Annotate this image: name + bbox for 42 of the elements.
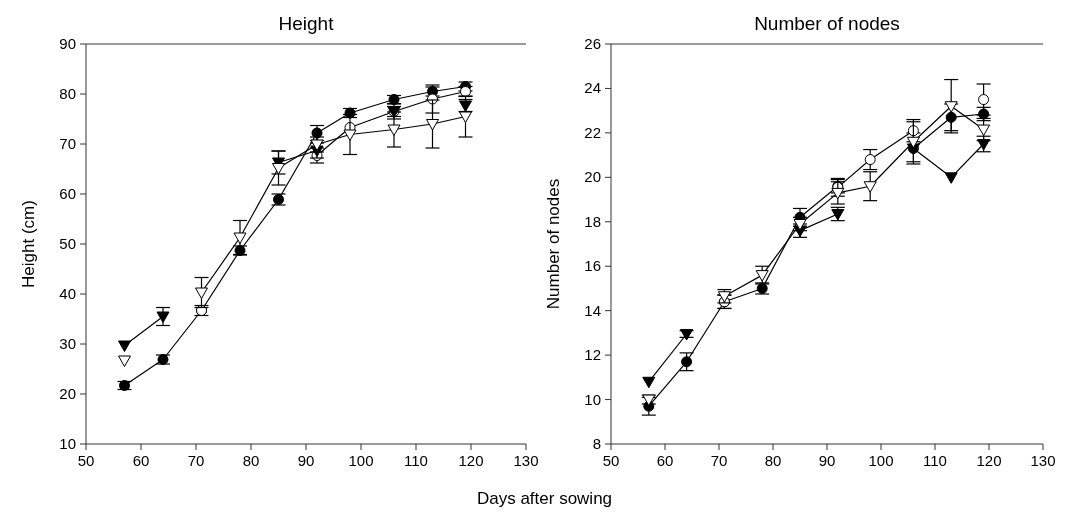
x-tick-label: 120 [976, 452, 1002, 469]
x-tick-label: 60 [656, 452, 674, 469]
x-tick-label: 130 [513, 452, 539, 469]
y-tick-label: 40 [59, 285, 76, 302]
x-tick-label: 50 [77, 452, 95, 469]
y-tick-label: 8 [592, 435, 601, 452]
y-tick-label: 14 [584, 301, 601, 319]
x-tick-label: 60 [132, 452, 150, 469]
x-tick-label: 130 [1030, 452, 1056, 469]
y-axis-title: Height (cm) [19, 200, 38, 288]
x-tick-label: 90 [297, 452, 315, 469]
chart-title: Number of nodes [754, 13, 900, 34]
y-tick-label: 12 [584, 346, 601, 364]
y-tick-label: 26 [584, 35, 601, 52]
y-tick-label: 16 [584, 257, 601, 275]
x-tick-label: 100 [348, 452, 374, 469]
x-tick-label: 110 [923, 452, 947, 469]
y-tick-label: 50 [59, 235, 76, 252]
y-axis-title: Number of nodes [544, 178, 563, 310]
y-tick-label: 20 [59, 385, 76, 402]
x-axis-title: Days after sowing [476, 489, 613, 508]
y-tick-label: 10 [584, 390, 601, 408]
y-tick-label: 80 [59, 85, 76, 102]
y-tick-label: 24 [584, 79, 601, 97]
y-tick-label: 18 [584, 212, 601, 230]
x-tick-label: 80 [242, 452, 260, 469]
y-tick-label: 20 [584, 168, 601, 186]
x-tick-label: 110 [404, 452, 428, 469]
y-tick-label: 60 [59, 185, 76, 202]
y-tick-label: 90 [59, 35, 76, 52]
x-tick-label: 50 [602, 452, 620, 469]
y-tick-label: 10 [59, 435, 76, 452]
x-tick-label: 120 [458, 452, 484, 469]
y-tick-label: 30 [59, 335, 76, 352]
x-tick-label: 80 [764, 452, 782, 469]
y-tick-label: 70 [59, 135, 76, 152]
x-tick-label: 100 [868, 452, 894, 469]
x-tick-label: 70 [187, 452, 205, 469]
x-tick-label: 90 [818, 452, 836, 469]
y-tick-label: 22 [584, 123, 601, 141]
x-tick-label: 70 [710, 452, 728, 469]
chart-title: Height [278, 13, 335, 34]
